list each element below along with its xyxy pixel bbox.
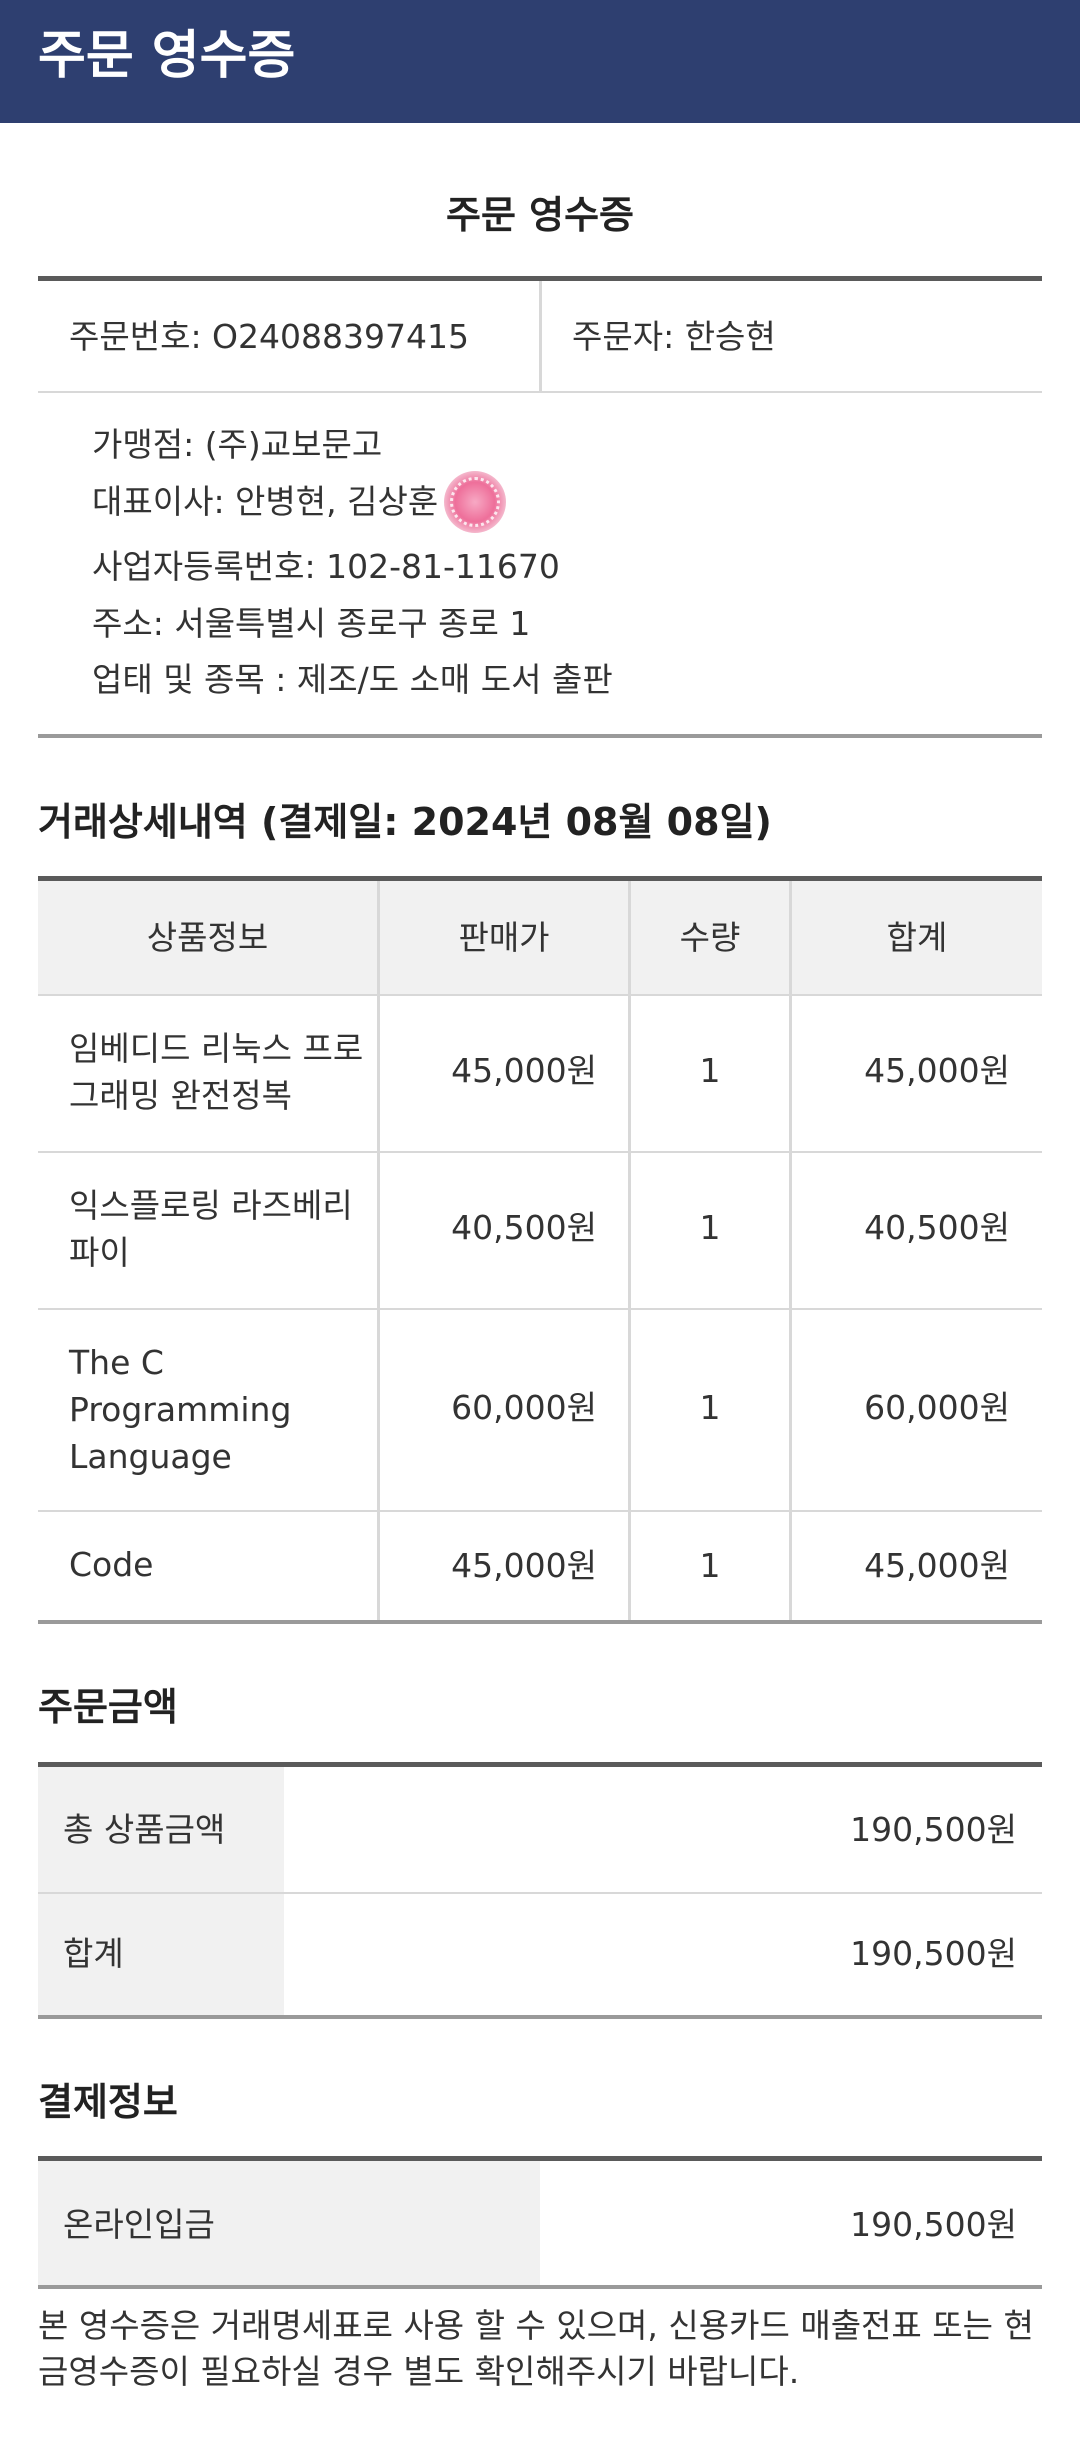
product-price: 45,000원 <box>451 1546 597 1585</box>
sum-value: 190,500원 <box>850 1934 1017 1973</box>
divider <box>38 876 1042 881</box>
product-qty: 1 <box>699 1208 721 1247</box>
orderer: 주문자: 한승현 <box>572 317 776 356</box>
receipt-note: 본 영수증은 거래명세표로 사용 할 수 있으며, 신용카드 매출전표 또는 현… <box>38 2306 1034 2391</box>
label-column-bg <box>38 1767 284 2015</box>
order-amount-title: 주문금액 <box>38 1685 178 1729</box>
details-title: 거래상세내역 (결제일: 2024년 08월 08일) <box>38 800 772 844</box>
product-name: 익스플로링 라즈베리 파이 <box>69 1186 353 1272</box>
receipt-title: 주문 영수증 <box>445 193 635 237</box>
divider <box>38 2015 1042 2019</box>
column-header-product: 상품정보 <box>146 918 269 957</box>
divider <box>38 1308 1042 1310</box>
product-price: 45,000원 <box>451 1051 597 1090</box>
app-header: 주문 영수증 <box>0 0 1080 123</box>
total-products-label: 총 상품금액 <box>63 1810 226 1849</box>
product-qty: 1 <box>699 1388 721 1427</box>
merchant-business-type: 업태 및 종목 : 제조/도 소매 도서 출판 <box>92 660 613 699</box>
product-total: 60,000원 <box>864 1388 1010 1427</box>
divider <box>38 276 1042 281</box>
divider <box>539 281 542 391</box>
column-header-price: 판매가 <box>458 918 550 957</box>
divider <box>628 881 631 1622</box>
divider <box>38 1892 1042 1894</box>
company-seal-icon <box>444 471 506 533</box>
merchant-address: 주소: 서울특별시 종로구 종로 1 <box>92 604 531 643</box>
product-qty: 1 <box>699 1051 721 1090</box>
product-total: 45,000원 <box>864 1546 1010 1585</box>
product-total: 45,000원 <box>864 1051 1010 1090</box>
product-price: 60,000원 <box>451 1388 597 1427</box>
divider <box>789 881 792 1622</box>
total-products-value: 190,500원 <box>850 1810 1017 1849</box>
payment-title: 결제정보 <box>38 2080 178 2124</box>
product-name: The C Programming Language <box>69 1343 292 1476</box>
label-column-bg <box>38 2161 540 2285</box>
product-total: 40,500원 <box>864 1208 1010 1247</box>
sum-label: 합계 <box>63 1934 124 1973</box>
divider <box>38 2156 1042 2161</box>
divider <box>38 1151 1042 1153</box>
merchant-business-number: 사업자등록번호: 102-81-11670 <box>92 547 560 586</box>
table-header-bg <box>38 881 1042 994</box>
merchant-ceo: 대표이사: 안병현, 김상훈 <box>92 482 439 521</box>
divider <box>38 1762 1042 1767</box>
divider <box>38 1620 1042 1624</box>
payment-method-label: 온라인입금 <box>63 2205 215 2244</box>
merchant-store: 가맹점: (주)교보문고 <box>92 425 383 464</box>
payment-amount: 190,500원 <box>850 2205 1017 2244</box>
product-price: 40,500원 <box>451 1208 597 1247</box>
column-header-qty: 수량 <box>679 918 741 957</box>
divider <box>38 2285 1042 2289</box>
divider <box>377 881 380 1622</box>
divider <box>38 1510 1042 1512</box>
order-number: 주문번호: O24088397415 <box>69 317 469 356</box>
divider <box>38 734 1042 738</box>
product-name: Code <box>69 1545 154 1584</box>
product-qty: 1 <box>699 1546 721 1585</box>
divider <box>38 994 1042 996</box>
product-name: 임베디드 리눅스 프로그래밍 완전정복 <box>69 1029 364 1115</box>
divider <box>38 391 1042 393</box>
header-title: 주문 영수증 <box>38 26 296 86</box>
column-header-total: 합계 <box>886 918 948 957</box>
